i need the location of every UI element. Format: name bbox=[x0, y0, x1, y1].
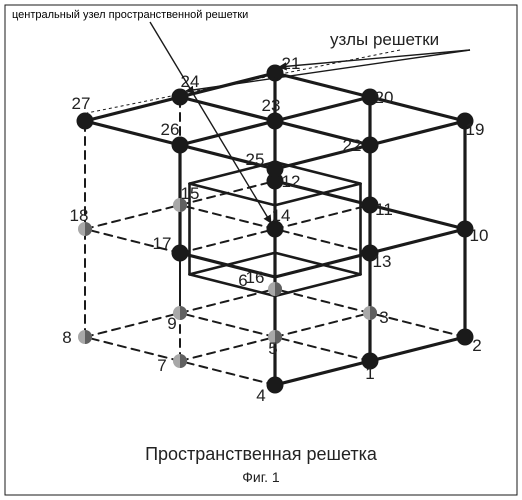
lattice-node bbox=[362, 137, 379, 154]
node-number: 9 bbox=[167, 314, 176, 333]
lattice-edge bbox=[85, 205, 180, 229]
node-number: 14 bbox=[272, 206, 291, 225]
node-number: 11 bbox=[375, 200, 393, 219]
node-number: 13 bbox=[373, 252, 392, 271]
lattice-svg: 1234567891011121314151617181920212223242… bbox=[0, 0, 522, 500]
caption-figure: Фиг. 1 bbox=[242, 469, 280, 485]
node-number: 4 bbox=[256, 386, 265, 405]
caption-title: Пространственная решетка bbox=[145, 444, 378, 464]
lattice-edge bbox=[275, 337, 370, 361]
node-number: 16 bbox=[246, 268, 265, 287]
figure-border bbox=[5, 5, 517, 495]
lattice-node bbox=[77, 113, 94, 130]
node-number: 5 bbox=[268, 339, 277, 358]
lattice-edge bbox=[370, 121, 465, 145]
lattice-edge bbox=[180, 229, 275, 253]
lattice-node bbox=[172, 245, 189, 262]
lattice-node bbox=[267, 377, 284, 394]
lattice-edge bbox=[275, 313, 370, 337]
lattice-edge bbox=[275, 97, 370, 121]
figure-container: { "labels": { "central": "центральный уз… bbox=[0, 0, 522, 500]
lattice-edge bbox=[180, 337, 275, 361]
lattice-node bbox=[172, 89, 189, 106]
lattice-edge bbox=[370, 229, 465, 253]
node-number: 7 bbox=[157, 356, 166, 375]
lattice-node bbox=[457, 329, 474, 346]
node-number: 20 bbox=[375, 88, 394, 107]
node-number: 25 bbox=[246, 150, 265, 169]
lattice-edge bbox=[180, 361, 275, 385]
lattice-edge bbox=[85, 313, 180, 337]
nodes-label: узлы решетки bbox=[330, 30, 439, 49]
lattice-edge bbox=[180, 121, 275, 145]
node-number: 10 bbox=[470, 226, 489, 245]
node-number: 17 bbox=[153, 234, 172, 253]
lattice-edge bbox=[180, 205, 275, 229]
node-number: 12 bbox=[282, 172, 301, 191]
lattice-edge bbox=[85, 97, 180, 121]
node-number: 15 bbox=[181, 184, 200, 203]
lattice-edge bbox=[180, 313, 275, 337]
lattice-edge bbox=[275, 229, 370, 253]
node-number: 26 bbox=[161, 120, 180, 139]
node-number: 18 bbox=[70, 206, 89, 225]
lattice-node bbox=[172, 137, 189, 154]
lattice-node bbox=[267, 113, 284, 130]
node-number: 1 bbox=[365, 364, 374, 383]
node-number: 3 bbox=[379, 308, 388, 327]
lattice-edge bbox=[370, 337, 465, 361]
lattice-edge bbox=[275, 361, 370, 385]
node-number: 8 bbox=[62, 328, 71, 347]
node-number: 22 bbox=[343, 136, 362, 155]
node-number: 2 bbox=[472, 336, 481, 355]
node-number: 19 bbox=[466, 120, 485, 139]
central-node-label: центральный узел пространственной решетк… bbox=[12, 9, 248, 21]
node-number: 23 bbox=[262, 96, 281, 115]
node-number: 27 bbox=[72, 94, 91, 113]
